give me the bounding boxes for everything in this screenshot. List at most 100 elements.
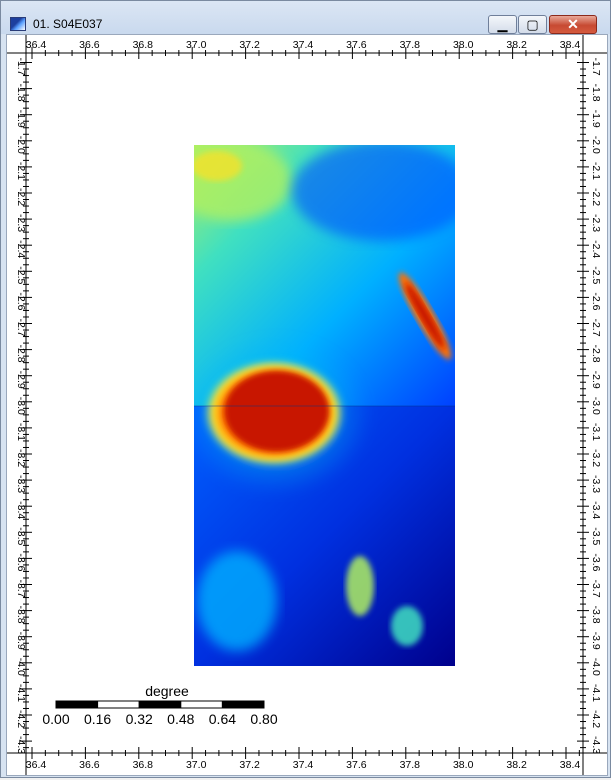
highland-nw bbox=[194, 145, 292, 221]
y-tick-label-left: -3.7 bbox=[15, 579, 27, 597]
x-tick-label-top: 37.4 bbox=[293, 39, 314, 51]
scale-segment bbox=[55, 700, 99, 709]
y-tick-label-right: -3.6 bbox=[590, 553, 602, 571]
y-tick-label-left: -2.8 bbox=[15, 345, 27, 363]
scale-labels: 0.00 0.16 0.32 0.48 0.64 0.80 bbox=[42, 711, 277, 727]
scale-unit: degree bbox=[145, 683, 189, 699]
x-tick-label-top: 38.0 bbox=[453, 39, 474, 51]
x-tick-label-bottom: 37.2 bbox=[239, 759, 260, 771]
y-tick-label-right: -3.7 bbox=[590, 579, 602, 597]
y-tick-label-left: -3.5 bbox=[15, 527, 27, 545]
x-tick-label-bottom: 38.2 bbox=[506, 759, 527, 771]
y-tick-label-right: -3.1 bbox=[590, 423, 602, 441]
minimize-button[interactable]: ▁ bbox=[488, 15, 517, 34]
map-canvas[interactable]: 36.4 36.4 36.6 36.6 36.8 36.8 37.0 37.0 37.2 37.2… bbox=[6, 34, 608, 776]
y-tick-label-left: -2.5 bbox=[15, 266, 27, 284]
y-tick-label-left: -2.9 bbox=[15, 371, 27, 389]
y-tick-label-right: -2.7 bbox=[590, 318, 602, 336]
x-tick-label-bottom: 38.4 bbox=[560, 759, 581, 771]
scale-label: 0.64 bbox=[209, 711, 236, 727]
hills-southeast bbox=[391, 606, 423, 646]
y-tick-label-left: -3.6 bbox=[15, 553, 27, 571]
scale-segment bbox=[221, 700, 265, 709]
plateau-southwest bbox=[197, 551, 277, 651]
map-window-icon[interactable] bbox=[10, 17, 26, 31]
y-tick-label-left: -3.2 bbox=[15, 449, 27, 467]
x-tick-label-bottom: 37.8 bbox=[400, 759, 421, 771]
scale-label: 0.00 bbox=[42, 711, 69, 727]
close-button[interactable]: ✕ bbox=[549, 15, 597, 34]
y-tick-label-left: -2.4 bbox=[15, 240, 27, 258]
y-tick-label-right: -1.8 bbox=[590, 84, 602, 102]
x-tick-label-bottom: 36.4 bbox=[26, 759, 47, 771]
x-tick-label-top: 36.8 bbox=[133, 39, 154, 51]
x-tick-label-top: 38.4 bbox=[560, 39, 581, 51]
x-tick-label-top: 37.0 bbox=[186, 39, 207, 51]
y-tick-label-left: -2.2 bbox=[15, 188, 27, 206]
y-tick-label-right: -4.1 bbox=[590, 684, 602, 702]
y-tick-label-left: -4.1 bbox=[15, 684, 27, 702]
x-tick-label-top: 36.6 bbox=[79, 39, 100, 51]
scale-segments bbox=[55, 700, 265, 709]
y-tick-label-left: -2.1 bbox=[15, 162, 27, 180]
y-tick-label-right: -2.9 bbox=[590, 371, 602, 389]
x-tick-label-top: 38.2 bbox=[506, 39, 527, 51]
y-tick-label-left: -2.3 bbox=[15, 214, 27, 232]
y-tick-label-right: -1.9 bbox=[590, 110, 602, 128]
y-tick-label-left: -1.8 bbox=[15, 84, 27, 102]
x-tick-label-top: 37.2 bbox=[239, 39, 260, 51]
highland-nw-peak bbox=[194, 151, 242, 181]
maximize-button[interactable]: ▢ bbox=[518, 15, 547, 34]
map-view[interactable]: 36.4 36.4 36.6 36.6 36.8 36.8 37.0 37.0 37.2 37.2… bbox=[7, 35, 607, 775]
x-tick-label-top: 37.6 bbox=[346, 39, 367, 51]
x-tick-label-bottom: 37.0 bbox=[186, 759, 207, 771]
lowland-ne bbox=[292, 145, 455, 241]
scale-label: 0.32 bbox=[126, 711, 153, 727]
scale-segment bbox=[97, 700, 140, 709]
y-tick-label-left: -3.9 bbox=[15, 632, 27, 650]
x-tick-label-bottom: 36.8 bbox=[133, 759, 154, 771]
x-tick-label-bottom: 36.6 bbox=[79, 759, 100, 771]
y-tick-label-right: -3.5 bbox=[590, 527, 602, 545]
y-tick-label-right: -3.0 bbox=[590, 397, 602, 415]
y-tick-label-right: -2.5 bbox=[590, 266, 602, 284]
y-tick-label-left: -2.6 bbox=[15, 292, 27, 310]
y-tick-label-right: -2.4 bbox=[590, 240, 602, 258]
y-tick-label-right: -2.6 bbox=[590, 292, 602, 310]
y-tick-label-left: -4.0 bbox=[15, 658, 27, 676]
elevation-raster[interactable] bbox=[172, 141, 472, 666]
x-tick-label-bottom: 38.0 bbox=[453, 759, 474, 771]
y-tick-label-right: -3.3 bbox=[590, 475, 602, 493]
y-tick-label-right: -3.2 bbox=[590, 449, 602, 467]
y-tick-label-left: -3.4 bbox=[15, 501, 27, 519]
y-tick-label-right: -4.0 bbox=[590, 658, 602, 676]
y-tick-label-left: -2.7 bbox=[15, 318, 27, 336]
y-tick-label-left: -3.0 bbox=[15, 397, 27, 415]
y-tick-label-right: -2.2 bbox=[590, 188, 602, 206]
scale-bar: degree 0.00 0.16 0.32 0.48 0.64 0.80 bbox=[42, 683, 277, 727]
y-tick-label-right: -4.2 bbox=[590, 710, 602, 728]
y-tick-label-right: -1.7 bbox=[590, 57, 602, 75]
minimize-icon: ▁ bbox=[497, 17, 508, 32]
scale-label: 0.48 bbox=[167, 711, 194, 727]
y-tick-label-right: -2.3 bbox=[590, 214, 602, 232]
x-tick-label-top: 36.4 bbox=[26, 39, 47, 51]
y-tick-label-left: -3.3 bbox=[15, 475, 27, 493]
maximize-icon: ▢ bbox=[526, 17, 539, 32]
y-tick-label-right: -4.3 bbox=[590, 736, 602, 754]
title-bar[interactable]: 01. S04E037 ▁ ▢ ✕ bbox=[1, 1, 610, 34]
scale-label: 0.16 bbox=[84, 711, 111, 727]
y-tick-label-left: -2.0 bbox=[15, 136, 27, 154]
y-tick-label-right: -2.1 bbox=[590, 162, 602, 180]
x-tick-label-bottom: 37.6 bbox=[346, 759, 367, 771]
y-tick-label-left: -3.8 bbox=[15, 606, 27, 624]
y-tick-label-right: -3.8 bbox=[590, 606, 602, 624]
y-tick-label-right: -3.4 bbox=[590, 501, 602, 519]
ridge-east-crest bbox=[405, 282, 445, 350]
x-tick-label-bottom: 37.4 bbox=[293, 759, 314, 771]
map-axes: 36.4 36.4 36.6 36.6 36.8 36.8 37.0 37.0 37.2 37.2… bbox=[7, 35, 607, 775]
close-icon: ✕ bbox=[567, 16, 579, 32]
y-tick-label-right: -3.9 bbox=[590, 632, 602, 650]
scale-segment bbox=[180, 700, 223, 709]
